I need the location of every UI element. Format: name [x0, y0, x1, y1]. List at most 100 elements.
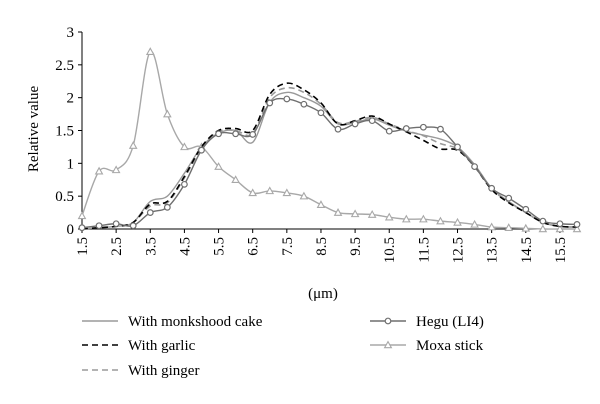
x-tick-label: 7.5 [280, 237, 296, 256]
y-tick-label: 2 [67, 91, 75, 107]
x-tick-label: 8.5 [314, 237, 330, 256]
data-point [539, 217, 547, 225]
data-point [402, 125, 410, 132]
data-point [214, 162, 223, 170]
x-tick-label: 9.5 [348, 237, 364, 256]
x-tick-label: 3.5 [143, 237, 159, 256]
data-point [198, 146, 205, 154]
data-point [350, 209, 360, 218]
y-tick-label: 1 [67, 156, 75, 172]
series-layer [77, 47, 582, 233]
data-point [454, 143, 461, 151]
data-point [316, 200, 326, 208]
y-tick-label: 3 [67, 25, 75, 41]
data-point [77, 211, 87, 220]
series-hegu-li4 [78, 95, 581, 232]
data-point [419, 214, 428, 223]
data-point [112, 220, 120, 228]
x-ticks: 1.5 2.5 3.5 4.5 5.5 6.5 7.5 8.5 9.5 10.5 11.5 12.5 1… [75, 229, 569, 263]
x-tick-label: 4.5 [177, 237, 193, 256]
data-point [231, 175, 240, 184]
y-tick-label: 2.5 [55, 58, 74, 74]
legend-item: Moxa stick [370, 338, 484, 354]
x-tick-label: 5.5 [212, 237, 228, 256]
data-point [555, 224, 565, 233]
data-point [333, 208, 343, 216]
data-point [95, 222, 103, 230]
x-tick-label: 2.5 [109, 237, 125, 256]
data-point [419, 123, 427, 131]
x-axis-title: (μm) [308, 286, 338, 302]
legend-item: Hegu (LI4) [370, 314, 484, 330]
y-tick-label: 1.5 [55, 124, 74, 140]
data-point [522, 205, 530, 213]
data-point [504, 223, 514, 231]
series-moxa-stick [77, 47, 582, 233]
data-point [488, 184, 496, 192]
data-point [299, 191, 309, 200]
data-point [385, 127, 393, 135]
legend-marker [384, 317, 392, 325]
x-tick-label: 12.5 [451, 237, 467, 263]
data-point [453, 217, 462, 226]
data-point [401, 214, 411, 223]
data-point [470, 219, 479, 228]
data-point [145, 47, 155, 55]
series-line [81, 82, 578, 230]
legend-item: With monkshood cake [82, 314, 263, 330]
data-point [128, 141, 138, 149]
data-point [163, 203, 171, 211]
data-point [232, 130, 240, 138]
legend-label: With ginger [128, 363, 199, 379]
x-tick-label: 11.5 [416, 237, 432, 263]
data-point [94, 166, 104, 175]
data-point [249, 131, 257, 138]
data-point [521, 223, 531, 232]
data-point [181, 180, 188, 188]
data-point [283, 95, 291, 103]
y-ticks: 0 0.5 1 1.5 2 2.5 3 [55, 25, 82, 238]
data-point [248, 188, 258, 197]
data-point [487, 222, 496, 231]
data-point [282, 188, 292, 197]
data-point [146, 209, 154, 216]
y-axis: 0 0.5 1 1.5 2 2.5 3 [55, 25, 83, 238]
data-point [572, 224, 582, 233]
data-point [437, 125, 444, 133]
x-tick-label: 14.5 [519, 237, 535, 263]
x-tick-label: 13.5 [485, 237, 501, 263]
data-point [129, 222, 137, 230]
y-tick-label: 0 [67, 222, 75, 238]
legend-item: With garlic [82, 338, 196, 354]
legend-marker [383, 340, 393, 349]
data-point [505, 194, 513, 202]
data-point [538, 224, 548, 233]
legend-label: With garlic [128, 338, 196, 354]
data-point [351, 120, 359, 128]
y-axis-title: Relative value [26, 86, 42, 173]
data-point [368, 117, 376, 125]
x-axis: 1.5 2.5 3.5 4.5 5.5 6.5 7.5 8.5 9.5 10.5 11.5 12.5 1… [75, 228, 577, 263]
data-point [334, 125, 342, 133]
series-line [81, 86, 578, 230]
data-point [384, 212, 394, 221]
data-point [180, 142, 189, 151]
series-with-ginger [81, 86, 578, 230]
x-tick-label: 6.5 [246, 237, 262, 256]
legend-label: Moxa stick [416, 338, 484, 354]
series-with-garlic [81, 82, 578, 230]
data-point [300, 100, 308, 108]
legend-item: With ginger [82, 363, 199, 379]
data-point [78, 224, 86, 232]
x-tick-label: 15.5 [553, 237, 569, 263]
data-point [111, 165, 121, 174]
data-point [317, 109, 325, 117]
legend-label: Hegu (LI4) [416, 314, 484, 330]
data-point [163, 109, 172, 118]
data-point [265, 186, 275, 195]
data-point [266, 99, 274, 107]
legend-label: With monkshood cake [128, 314, 263, 330]
x-tick-label: 10.5 [382, 237, 398, 263]
data-point [367, 210, 377, 218]
